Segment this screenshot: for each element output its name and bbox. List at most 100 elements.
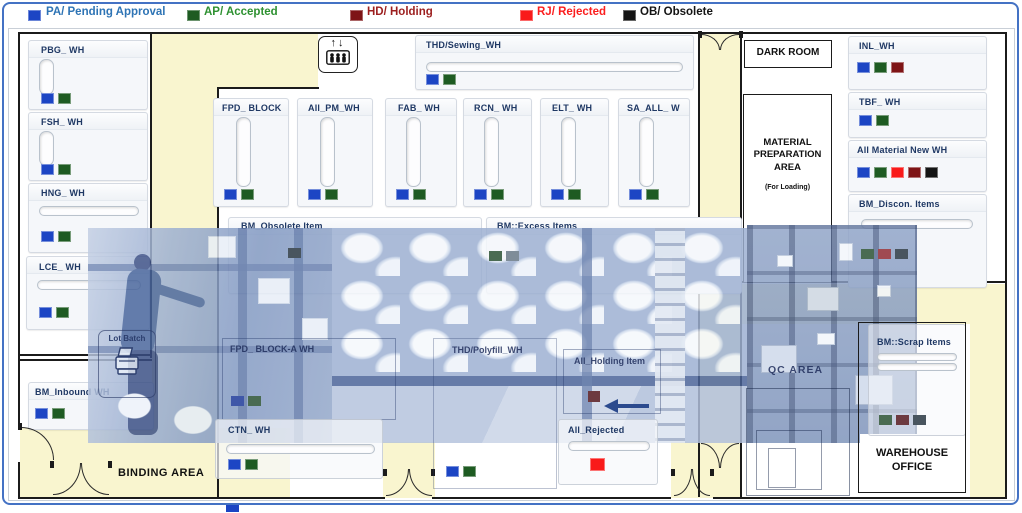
zone-label: BM_Inbound WH (35, 387, 110, 397)
wall-left-upper (18, 32, 20, 428)
status-square-ap (443, 74, 456, 85)
zone-label: TBF_ WH (859, 97, 901, 107)
zone-outline-all-holding (563, 349, 661, 414)
zone-label: All Material New WH (857, 145, 948, 155)
material-prep-sub: (For Loading) (764, 184, 811, 192)
zone-label: FPD_ BLOCK (222, 103, 282, 113)
legend-square-rejected (520, 10, 533, 21)
zone-label: BM_Obsolete Item (241, 221, 323, 231)
legend-label-holding: HD/ Holding (367, 6, 433, 18)
zone-label: BM::Excess Items (497, 221, 578, 231)
wall-left-lower (18, 462, 20, 499)
legend-square-holding (350, 10, 363, 21)
status-square-pa (426, 74, 439, 85)
zone-card-bm-scrap-items[interactable]: BM::Scrap Items (868, 324, 966, 436)
status-square-ap (325, 189, 338, 200)
qc-area-outline (746, 388, 850, 496)
zone-label-all-holding: All_Holding Item (574, 356, 646, 366)
status-square-ap (876, 115, 889, 126)
zone-card-fpd-block[interactable]: FPD_ BLOCK (213, 98, 289, 207)
wall-top (18, 32, 1006, 34)
status-square-pa (446, 466, 459, 477)
photo-bag-pile (332, 228, 747, 443)
status-square-gray-muted (506, 251, 519, 261)
zone-card-elt-wh[interactable]: ELT_ WH (540, 98, 609, 207)
zone-label-thd-polyfill: THD/Polyfill_WH (452, 345, 523, 355)
qc-area-label: QC AREA (768, 364, 824, 376)
status-square-ob-muted (913, 415, 926, 425)
zone-label: All_PM_WH (308, 103, 360, 113)
zone-label: RCN_ WH (474, 103, 518, 113)
binding-area-label: BINDING AREA (118, 467, 205, 479)
flow-arrow-left (597, 399, 649, 413)
zone-label: THD/Sewing_WH (426, 40, 502, 50)
rack-slot (568, 441, 650, 451)
status-square-pa (474, 189, 487, 200)
lot-batch-label: Lot Batch (108, 334, 146, 343)
rack-slot (861, 219, 973, 229)
rack-slot (426, 62, 683, 72)
rack-slot (639, 117, 654, 187)
material-prep-line3: AREA (774, 161, 801, 173)
status-square-pa-muted (231, 396, 244, 406)
status-square-ap (58, 231, 71, 242)
rack-slot (226, 444, 375, 454)
status-square-ap (491, 189, 504, 200)
zone-label: PBG_ WH (41, 45, 85, 55)
status-square-rj (891, 167, 904, 178)
status-square-hd-muted (588, 391, 600, 402)
legend-label-accepted: AP/ Accepted (204, 6, 278, 18)
rack-slot (39, 206, 139, 216)
status-square-pa (551, 189, 564, 200)
status-square-ap-muted (248, 396, 261, 406)
status-square-hd (891, 62, 904, 73)
zone-card-tbf-wh[interactable]: TBF_ WH (848, 92, 987, 138)
elevator-people-icon (326, 50, 350, 65)
zone-label: FSH_ WH (41, 117, 83, 127)
zone-card-rcn-wh[interactable]: RCN_ WH (463, 98, 532, 207)
status-square-pa (857, 62, 870, 73)
status-square-ap (58, 93, 71, 104)
zone-card-pbg-wh[interactable]: PBG_ WH (28, 40, 148, 110)
zone-label: All_Rejected (568, 425, 625, 435)
zone-card-ctn-wh[interactable]: CTN_ WH (215, 419, 383, 479)
zone-card-all-rejected[interactable]: All_Rejected (558, 419, 658, 485)
zone-label: INL_WH (859, 41, 895, 51)
zone-label: BM_Discon. Items (859, 199, 940, 209)
warehouse-office-label: WAREHOUSE OFFICE (860, 446, 964, 475)
dark-room-label: DARK ROOM (756, 47, 820, 58)
zone-card-sa-all-w[interactable]: SA_ALL_ W (618, 98, 690, 207)
status-square-hd (908, 167, 921, 178)
status-square-ap (52, 408, 65, 419)
zone-card-all-material-new-wh[interactable]: All Material New WH (848, 140, 987, 192)
zone-card-fsh-wh[interactable]: FSH_ WH (28, 112, 148, 181)
status-square-rj (590, 458, 605, 471)
zone-card-thd-sewing-wh[interactable]: THD/Sewing_WH (415, 35, 694, 90)
status-square-pa (41, 164, 54, 175)
zone-label: HNG_ WH (41, 188, 85, 198)
wall-bottom-1 (18, 497, 385, 499)
status-square-ob-muted (288, 248, 301, 258)
material-prep-line2: PREPARATION (753, 149, 822, 161)
status-square-pa (228, 459, 241, 470)
wall-divider-b (18, 359, 152, 361)
status-square-ap (58, 164, 71, 175)
status-square-ap (568, 189, 581, 200)
zone-card-fab-wh[interactable]: FAB_ WH (385, 98, 457, 207)
corridor-far-right (970, 284, 1006, 498)
rack-slot (484, 117, 499, 187)
wall-divider-a (18, 354, 152, 356)
elevator-icon: ↑↓ (318, 36, 358, 73)
zone-card-all-pm-wh[interactable]: All_PM_WH (297, 98, 373, 207)
status-square-pa (41, 231, 54, 242)
zone-card-inl-wh[interactable]: INL_WH (848, 36, 987, 90)
status-square-rj-muted (878, 249, 891, 259)
zone-label: FAB_ WH (398, 103, 440, 113)
status-square-ob-muted (895, 249, 908, 259)
legend-label-obsolete: OB/ Obsolete (640, 6, 713, 18)
rack-slot (406, 117, 421, 187)
rack-slot (320, 117, 335, 187)
qc-shelf-outline-1 (756, 430, 822, 490)
wall-leftcol (150, 32, 152, 358)
